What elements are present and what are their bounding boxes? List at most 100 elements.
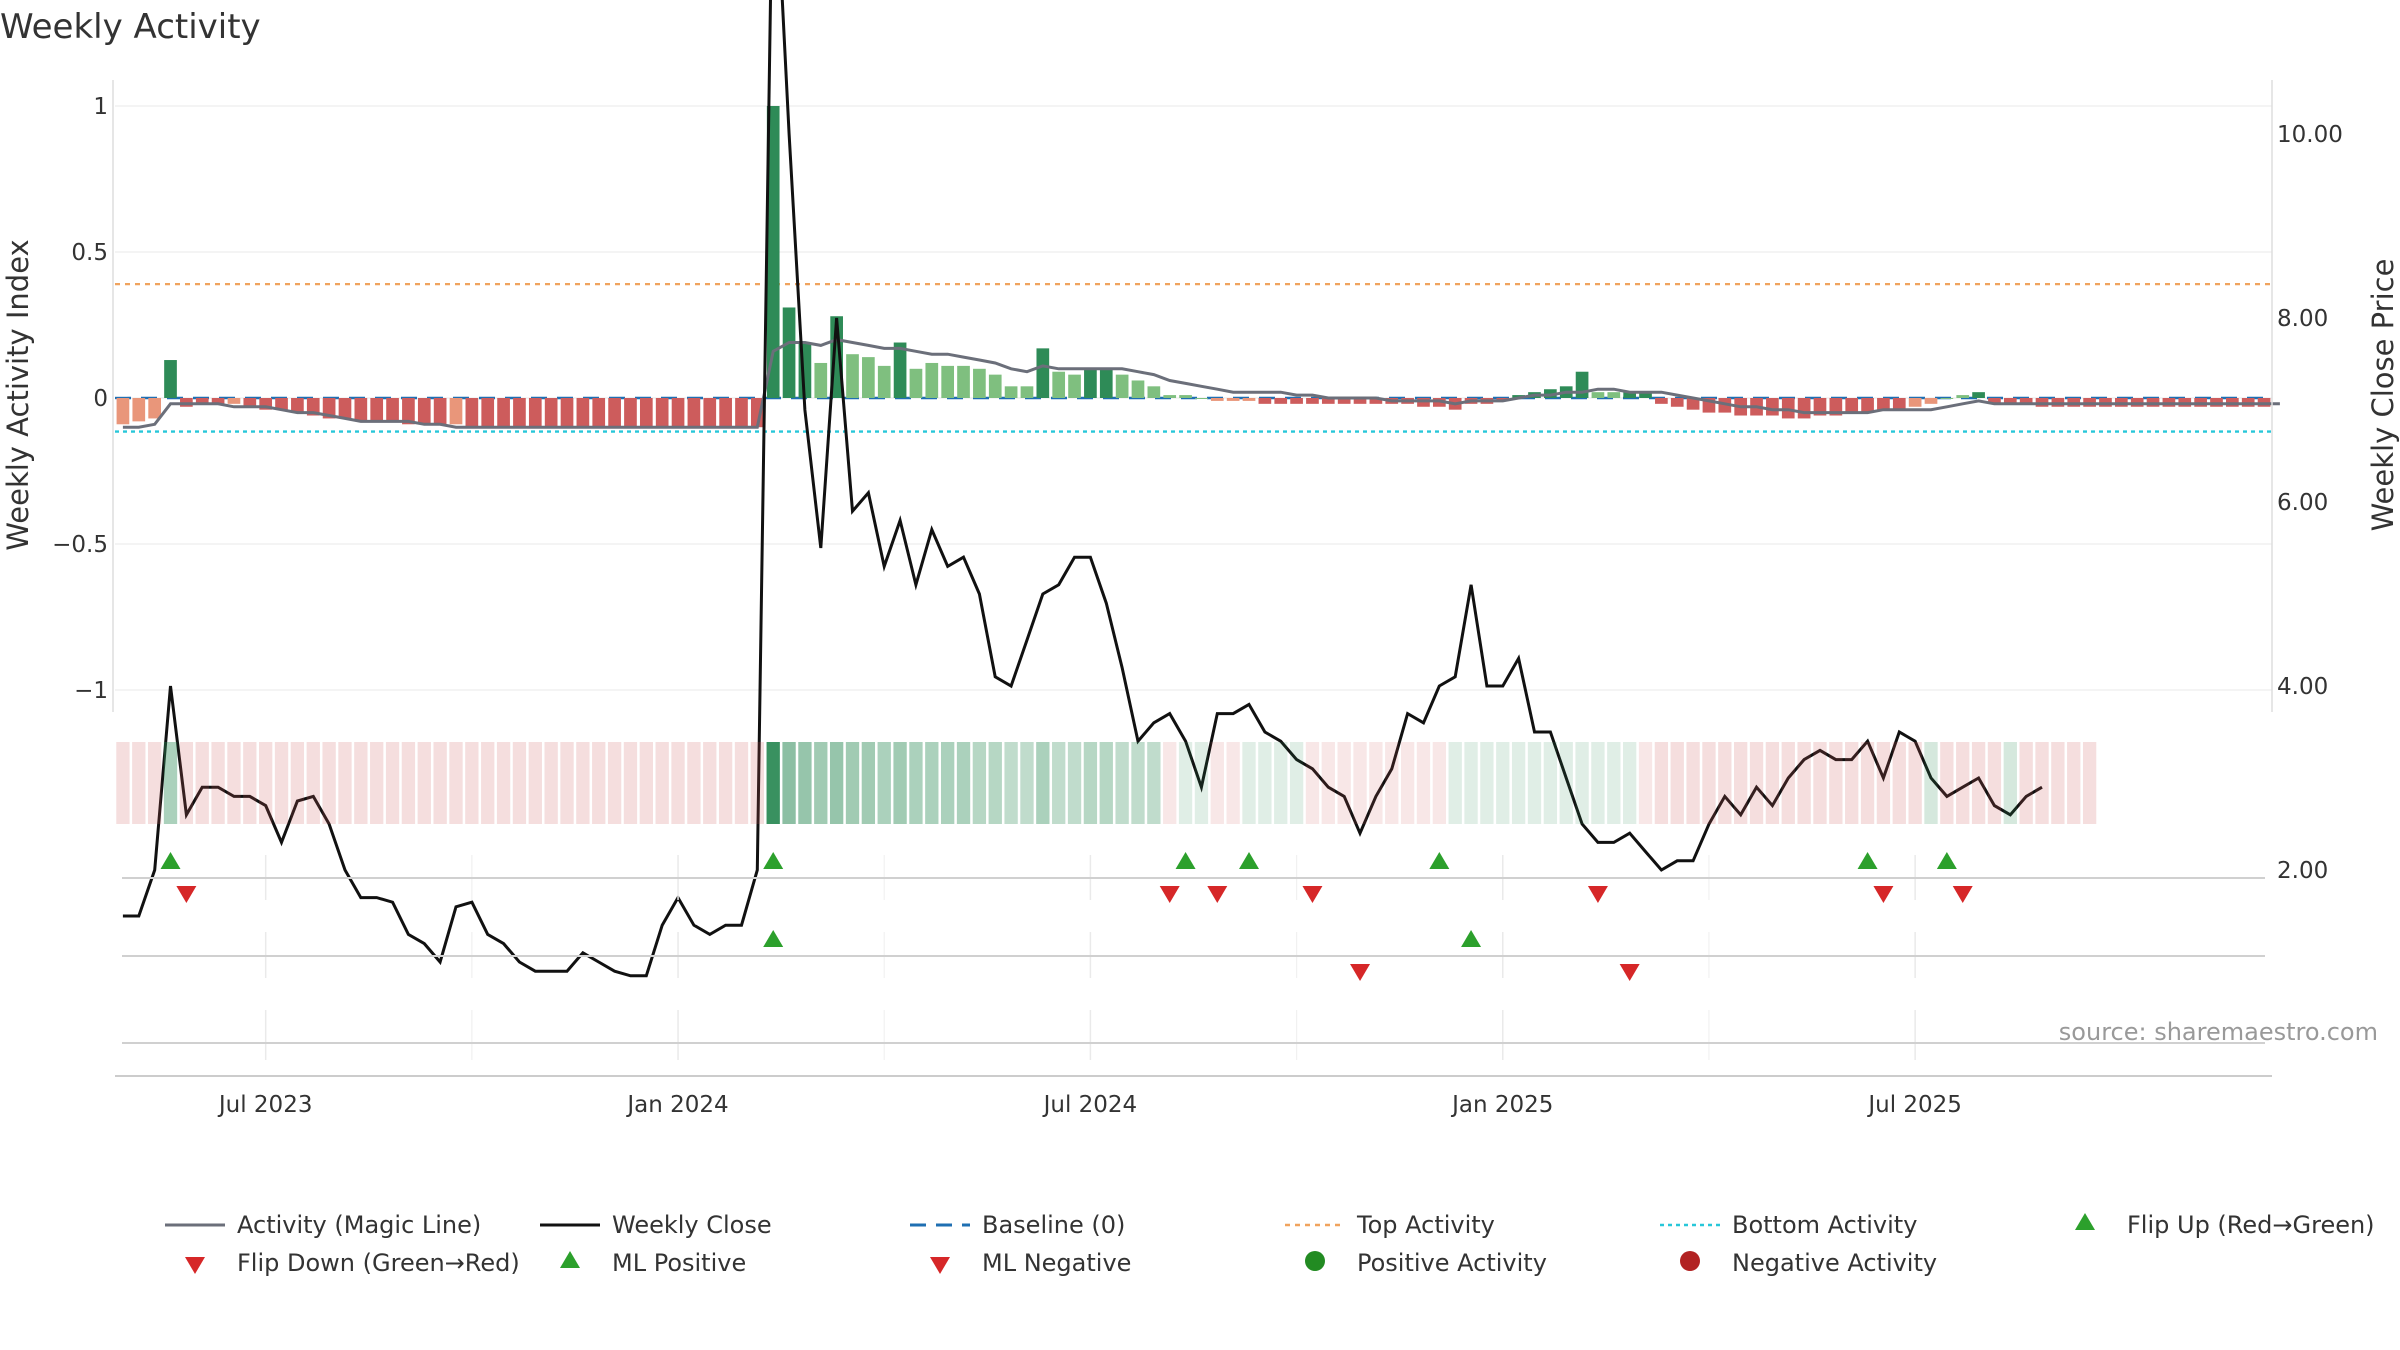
strip-cell bbox=[1575, 742, 1589, 824]
activity-bar bbox=[925, 362, 939, 398]
legend-item-negact: Negative Activity bbox=[1680, 1249, 1937, 1277]
activity-bar bbox=[1084, 368, 1097, 398]
strip-cell bbox=[1464, 742, 1478, 824]
strip-cell bbox=[1274, 742, 1288, 824]
activity-bar bbox=[132, 398, 146, 422]
legend-item-flipdown: Flip Down (Green→Red) bbox=[185, 1249, 520, 1277]
strip-cell bbox=[211, 742, 225, 824]
flip-down-marker bbox=[1302, 886, 1323, 903]
flip-up-marker bbox=[1857, 852, 1878, 869]
flip-up-marker bbox=[763, 852, 784, 869]
strip-cell bbox=[338, 742, 352, 824]
activity-bar bbox=[1274, 398, 1288, 404]
strip-cell bbox=[1860, 742, 1875, 824]
strip-cell bbox=[829, 742, 844, 824]
strip-cell bbox=[1622, 742, 1637, 824]
legend-swatch bbox=[1680, 1251, 1700, 1271]
activity-bar bbox=[544, 398, 558, 428]
strip-cell bbox=[639, 742, 653, 824]
strip-cell bbox=[1971, 742, 1986, 824]
left-axis-ticks: 1 0.5 0 −0.5 −1 bbox=[52, 94, 108, 704]
activity-bar bbox=[1306, 398, 1319, 404]
strip-cell bbox=[1052, 742, 1066, 824]
activity-bar bbox=[1369, 398, 1383, 404]
strip-cell bbox=[163, 742, 178, 824]
activity-bar bbox=[1940, 398, 1954, 399]
strip-cell bbox=[1686, 742, 1700, 824]
activity-bar bbox=[1924, 398, 1938, 404]
legend-item-mlneg: ML Negative bbox=[930, 1249, 1131, 1277]
flip-down-marker bbox=[1952, 886, 1973, 903]
legend-label: Weekly Close bbox=[612, 1211, 772, 1239]
strip-cell bbox=[1289, 742, 1304, 824]
left-tick-label: 0.5 bbox=[71, 240, 108, 266]
activity-bar bbox=[1670, 398, 1684, 407]
activity-bar bbox=[1099, 368, 1113, 398]
strip-cell bbox=[1099, 742, 1113, 824]
flip-up-marker bbox=[1429, 852, 1450, 869]
legend-label: Flip Down (Green→Red) bbox=[237, 1249, 520, 1277]
strip-cell bbox=[1385, 742, 1399, 824]
activity-bar bbox=[1052, 371, 1066, 398]
activity-bar bbox=[291, 398, 304, 413]
activity-bar bbox=[862, 357, 875, 398]
activity-bar bbox=[1877, 398, 1890, 410]
strip-cell bbox=[845, 742, 860, 824]
strip-cell bbox=[1543, 742, 1558, 824]
activity-bar bbox=[497, 398, 510, 428]
strip-cell bbox=[1400, 742, 1415, 824]
activity-bar bbox=[782, 307, 796, 398]
strip-cell bbox=[1242, 742, 1256, 824]
activity-bar bbox=[2019, 398, 2033, 404]
legend-label: Positive Activity bbox=[1357, 1249, 1547, 1277]
right-tick-label: 4.00 bbox=[2277, 674, 2328, 700]
strip-cell bbox=[512, 742, 527, 824]
legend-item-bottom: Bottom Activity bbox=[1660, 1211, 1917, 1239]
legend-label: Top Activity bbox=[1356, 1211, 1495, 1239]
legend-item-posact: Positive Activity bbox=[1305, 1249, 1547, 1277]
flip-event-rows bbox=[122, 852, 2265, 1060]
strip-cell bbox=[132, 742, 146, 824]
legend-label: Baseline (0) bbox=[982, 1211, 1125, 1239]
activity-bar bbox=[703, 398, 717, 428]
strip-cell bbox=[1036, 742, 1050, 824]
ml-positive-marker bbox=[1461, 930, 1482, 947]
strip-cell bbox=[179, 742, 194, 824]
activity-bar bbox=[1020, 386, 1034, 398]
strip-cell bbox=[2082, 742, 2097, 824]
activity-bar bbox=[1131, 380, 1145, 398]
activity-bar bbox=[1655, 398, 1668, 404]
ml-negative-marker bbox=[1350, 964, 1371, 981]
strip-cell bbox=[147, 742, 162, 824]
activity-bar bbox=[322, 398, 336, 419]
flip-up-marker bbox=[1936, 852, 1957, 869]
flip-up-marker bbox=[1239, 852, 1260, 869]
strip-cell bbox=[1226, 742, 1240, 824]
strip-cell bbox=[925, 742, 939, 824]
flip-down-marker bbox=[1159, 886, 1180, 903]
activity-bar bbox=[1956, 395, 1970, 398]
strip-cell bbox=[1163, 742, 1177, 824]
activity-bar bbox=[1766, 398, 1779, 416]
x-tick-label: Jul 2023 bbox=[217, 1092, 313, 1118]
activity-bar bbox=[735, 398, 748, 428]
activity-bar bbox=[513, 398, 526, 428]
legend-item-close: Weekly Close bbox=[540, 1211, 772, 1239]
flip-down-marker bbox=[1873, 886, 1894, 903]
strip-cell bbox=[417, 742, 431, 824]
activity-bar bbox=[592, 398, 606, 428]
strip-cell bbox=[814, 742, 828, 824]
x-tick-label: Jul 2024 bbox=[1042, 1092, 1138, 1118]
strip-cell bbox=[1781, 742, 1795, 824]
activity-bar bbox=[957, 365, 970, 398]
strip-cell bbox=[528, 742, 542, 824]
activity-bar bbox=[259, 398, 273, 410]
strip-cell bbox=[116, 742, 130, 824]
strip-cell bbox=[1702, 742, 1716, 824]
strip-cell bbox=[370, 742, 384, 824]
flip-up-marker bbox=[1175, 852, 1196, 869]
activity-bar bbox=[941, 365, 955, 398]
activity-bar bbox=[2003, 398, 2017, 404]
strip-cell bbox=[1511, 742, 1526, 824]
